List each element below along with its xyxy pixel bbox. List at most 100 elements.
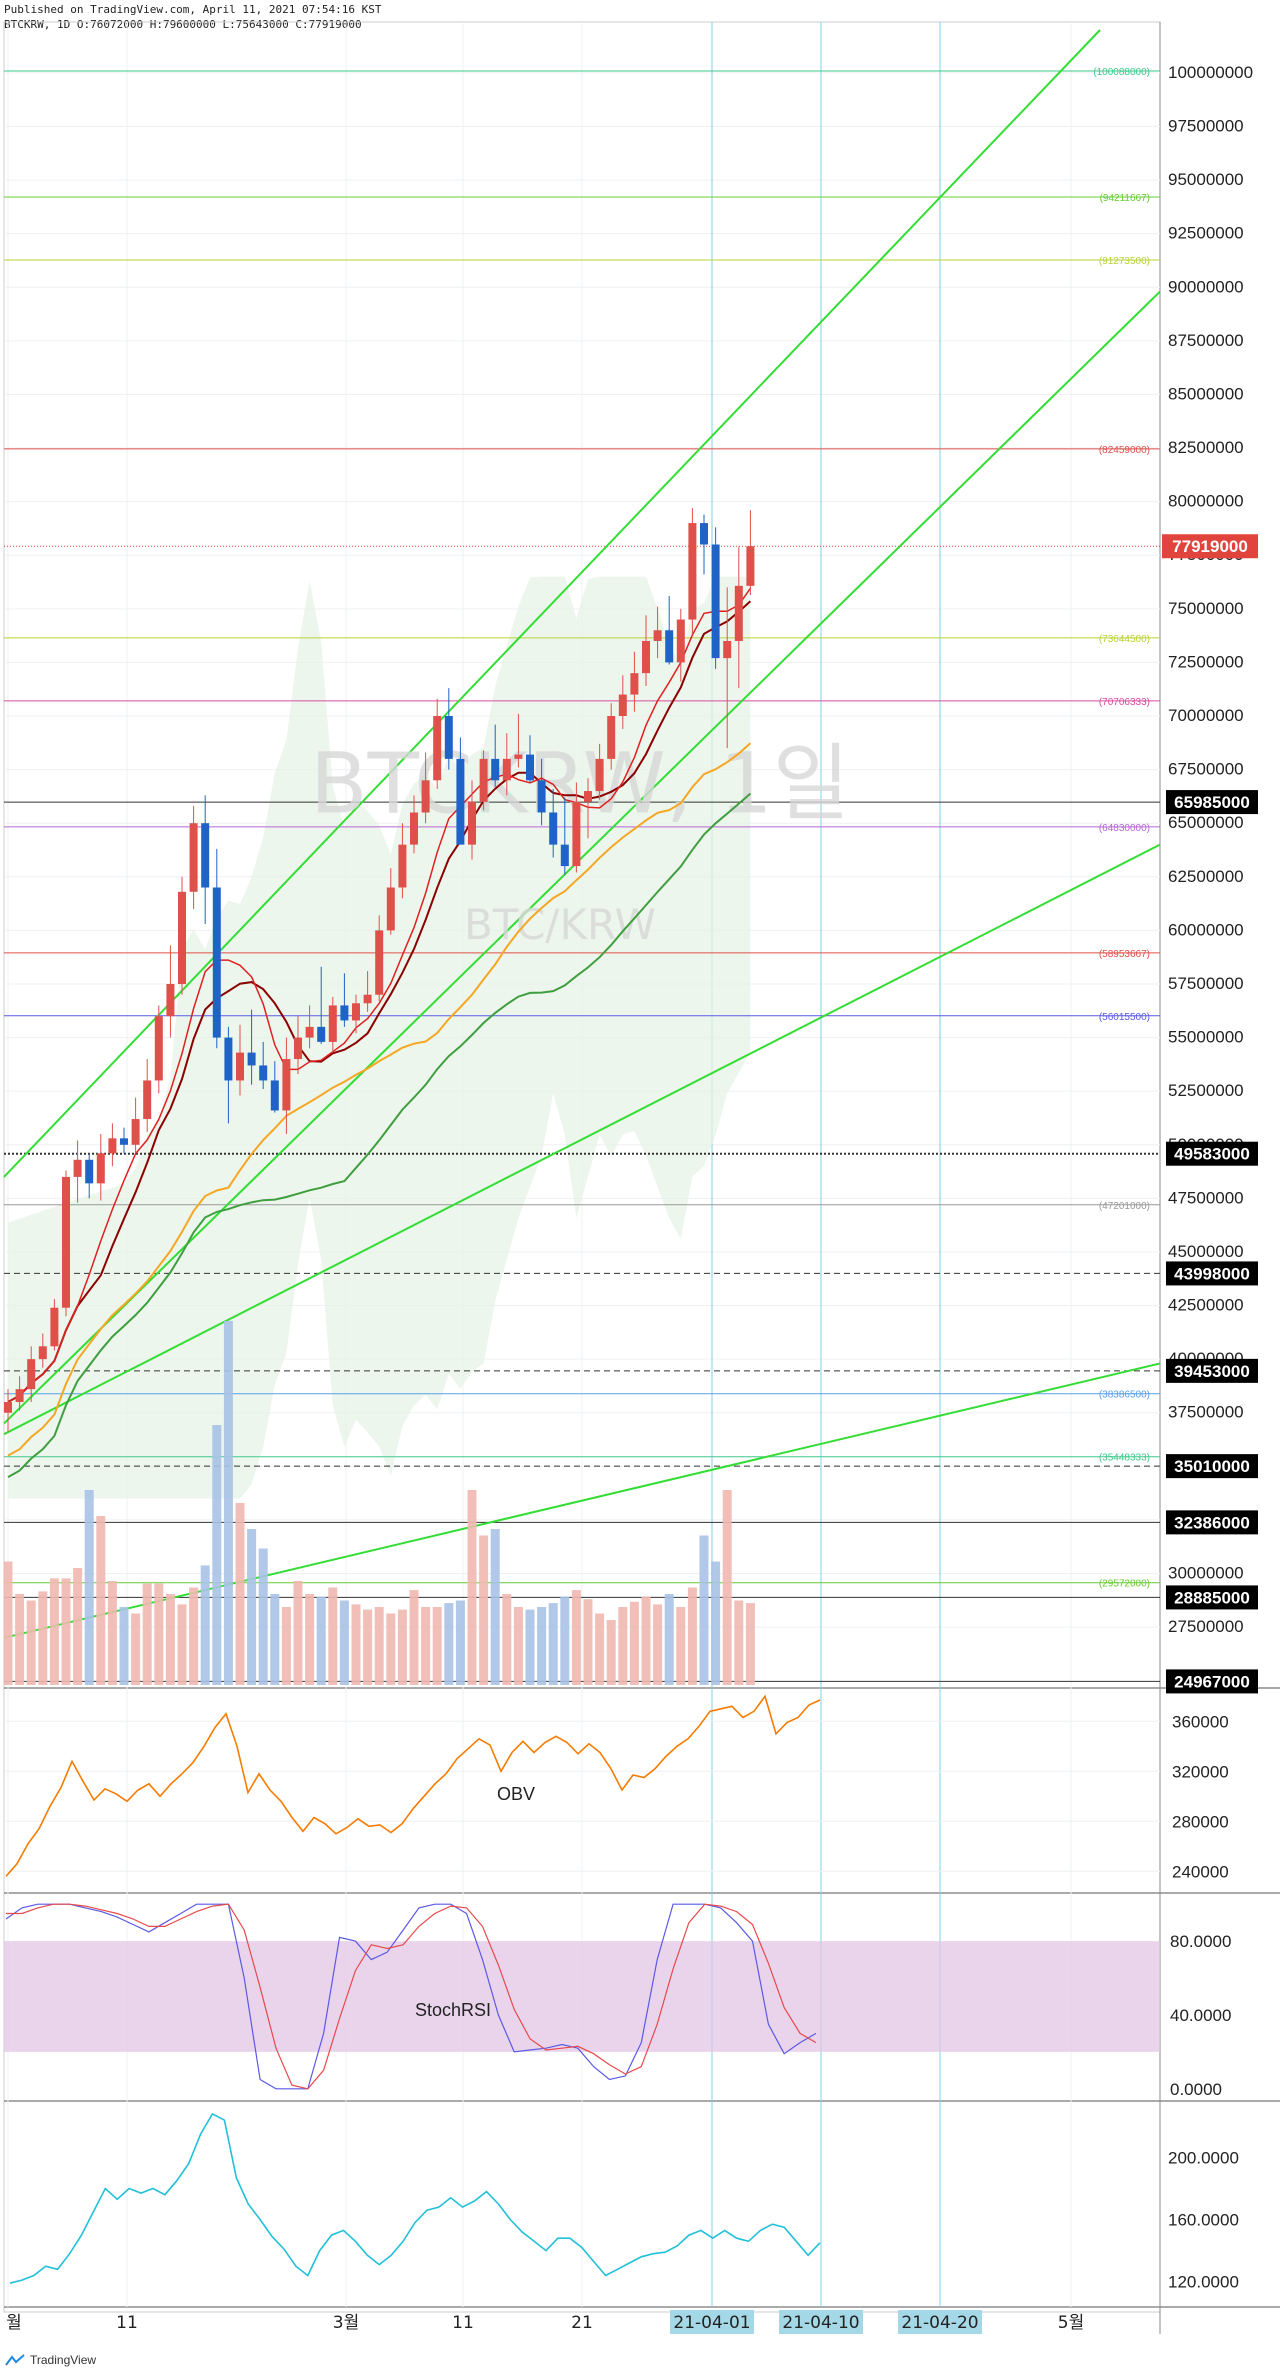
candle-body <box>688 523 697 620</box>
candle-body <box>294 1037 302 1060</box>
candle-body <box>282 1059 291 1111</box>
candle-body <box>711 544 720 659</box>
ma-dark-line <box>7 600 752 1403</box>
obv-tick-label: 320000 <box>1172 1762 1229 1781</box>
level-price-box: 49583000 <box>1166 1141 1258 1166</box>
level-label: (35448333) <box>1099 1453 1150 1464</box>
level-box-text: 49583000 <box>1174 1145 1250 1164</box>
volume-bar <box>212 1425 222 1685</box>
candle <box>62 1170 70 1317</box>
candle <box>746 510 755 596</box>
candle-body <box>108 1138 117 1154</box>
candle <box>491 724 500 787</box>
volume-bar <box>397 1609 407 1685</box>
candle <box>212 848 221 1049</box>
candle-body <box>572 801 581 867</box>
candle <box>468 780 476 860</box>
candle <box>630 651 639 712</box>
candle <box>560 797 569 875</box>
chart-header: Published on TradingView.com, April 11, … <box>4 2 382 32</box>
stochrsi-label: StochRSI <box>415 2000 491 2020</box>
volume-bar <box>339 1600 349 1685</box>
level-label: (100088000) <box>1093 67 1150 78</box>
volume-bar <box>699 1535 709 1685</box>
candle <box>479 750 488 811</box>
volume-bar <box>189 1587 199 1685</box>
candle-body <box>270 1080 279 1111</box>
volume-bar <box>653 1604 663 1685</box>
candle-body <box>236 1052 244 1081</box>
time-tick-label: 21-04-20 <box>901 2313 978 2333</box>
level-label: (91273500) <box>1099 256 1150 267</box>
obv-tick-label: 240000 <box>1172 1862 1229 1881</box>
candle <box>444 688 453 770</box>
cci-tick-label: 160.0000 <box>1168 2211 1239 2230</box>
candle <box>143 1059 152 1132</box>
candle-body <box>201 823 210 888</box>
candle-body <box>653 630 662 641</box>
candle <box>352 994 360 1034</box>
candle <box>224 1026 233 1124</box>
level-box-text: 39453000 <box>1174 1362 1250 1381</box>
candle-body <box>143 1080 152 1120</box>
price-tick-label: 70000000 <box>1168 706 1244 725</box>
candle-body <box>224 1037 233 1081</box>
candle <box>15 1376 24 1411</box>
candle <box>537 758 546 826</box>
candle-body <box>340 1005 349 1021</box>
candle-body <box>27 1359 36 1390</box>
candle <box>502 733 511 796</box>
candle-body <box>386 887 395 931</box>
time-tick-label: 월 <box>6 2313 22 2333</box>
price-tick-label: 87500000 <box>1168 331 1244 350</box>
candle <box>166 945 175 1038</box>
price-tick-label: 37500000 <box>1168 1403 1244 1422</box>
candle <box>328 996 337 1053</box>
price-tick-label: 45000000 <box>1168 1242 1244 1261</box>
volume-bar <box>363 1609 373 1685</box>
level-label: (29572000) <box>1099 1579 1150 1590</box>
tradingview-logo-text: TradingView <box>30 2353 97 2367</box>
level-box-text: 43998000 <box>1174 1264 1250 1283</box>
candle-body <box>479 758 488 802</box>
candle-body <box>38 1346 47 1360</box>
candle <box>433 698 442 789</box>
last-price-box: 77919000 <box>1162 534 1258 559</box>
candle <box>572 782 581 873</box>
candle-body <box>537 780 546 813</box>
volume-bar <box>281 1607 291 1685</box>
stochrsi-tick-label: 0.0000 <box>1170 2080 1222 2099</box>
price-tick-label: 95000000 <box>1168 170 1244 189</box>
candle <box>131 1097 140 1154</box>
trendline <box>3 290 1161 1425</box>
last-price-bg <box>1162 534 1258 559</box>
volume-bar <box>467 1490 477 1685</box>
tradingview-logo-icon <box>5 2354 25 2366</box>
level-label: (58953667) <box>1099 949 1150 960</box>
time-marker-box <box>898 2310 982 2334</box>
candle-body <box>50 1307 59 1347</box>
candle-body <box>526 754 534 781</box>
volume-bar <box>235 1503 245 1685</box>
price-tick-label: 100000000 <box>1168 63 1253 82</box>
candle-body <box>328 1005 337 1042</box>
volume-bar <box>38 1591 48 1685</box>
volume-bar <box>629 1601 639 1685</box>
candle <box>201 795 210 924</box>
price-tick-label: 85000000 <box>1168 384 1244 403</box>
candle <box>120 1127 128 1154</box>
candle-body <box>73 1159 82 1177</box>
candle-body <box>491 758 500 781</box>
volume-bar <box>537 1607 547 1685</box>
volume-bar <box>293 1581 303 1685</box>
candle-body <box>166 983 175 1017</box>
candle-body <box>723 640 732 659</box>
candle <box>189 806 198 909</box>
level-box-text: 24967000 <box>1174 1672 1250 1691</box>
time-tick-label: 21-04-10 <box>782 2313 859 2333</box>
volume-bar <box>15 1594 25 1685</box>
candle <box>584 778 592 839</box>
candle-body <box>734 585 743 641</box>
price-tick-label: 67500000 <box>1168 760 1244 779</box>
